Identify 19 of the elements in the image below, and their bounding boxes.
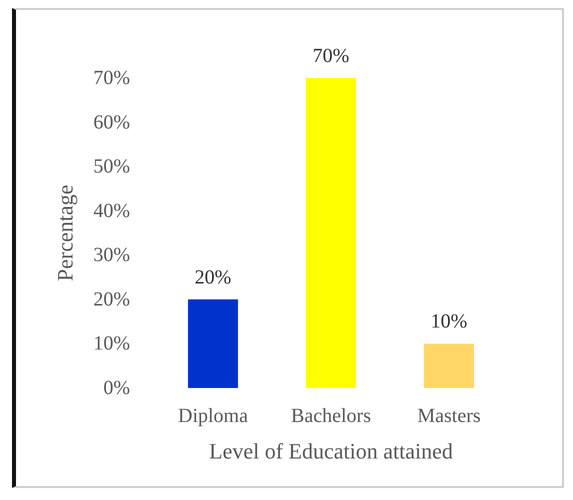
y-tick-label: 50% bbox=[93, 156, 130, 178]
x-axis-title: Level of Education attained bbox=[209, 438, 453, 464]
bar bbox=[424, 344, 474, 388]
y-axis-title: Percentage bbox=[52, 184, 78, 282]
x-tick-label: Masters bbox=[417, 405, 481, 427]
y-tick-label: 40% bbox=[93, 200, 130, 222]
bar bbox=[188, 299, 238, 388]
y-tick-label: 30% bbox=[93, 244, 130, 266]
y-tick-label: 0% bbox=[103, 377, 130, 399]
y-tick-label: 60% bbox=[93, 111, 130, 134]
y-tick-label: 10% bbox=[93, 332, 130, 355]
x-tick-label: Bachelors bbox=[291, 405, 372, 427]
bar bbox=[306, 78, 356, 388]
data-label: 20% bbox=[194, 266, 232, 288]
data-label: 70% bbox=[312, 45, 350, 67]
y-tick-label: 20% bbox=[93, 288, 130, 310]
x-tick-label: Diploma bbox=[178, 405, 248, 427]
data-label: 10% bbox=[430, 310, 468, 333]
y-tick-label: 70% bbox=[93, 67, 130, 89]
